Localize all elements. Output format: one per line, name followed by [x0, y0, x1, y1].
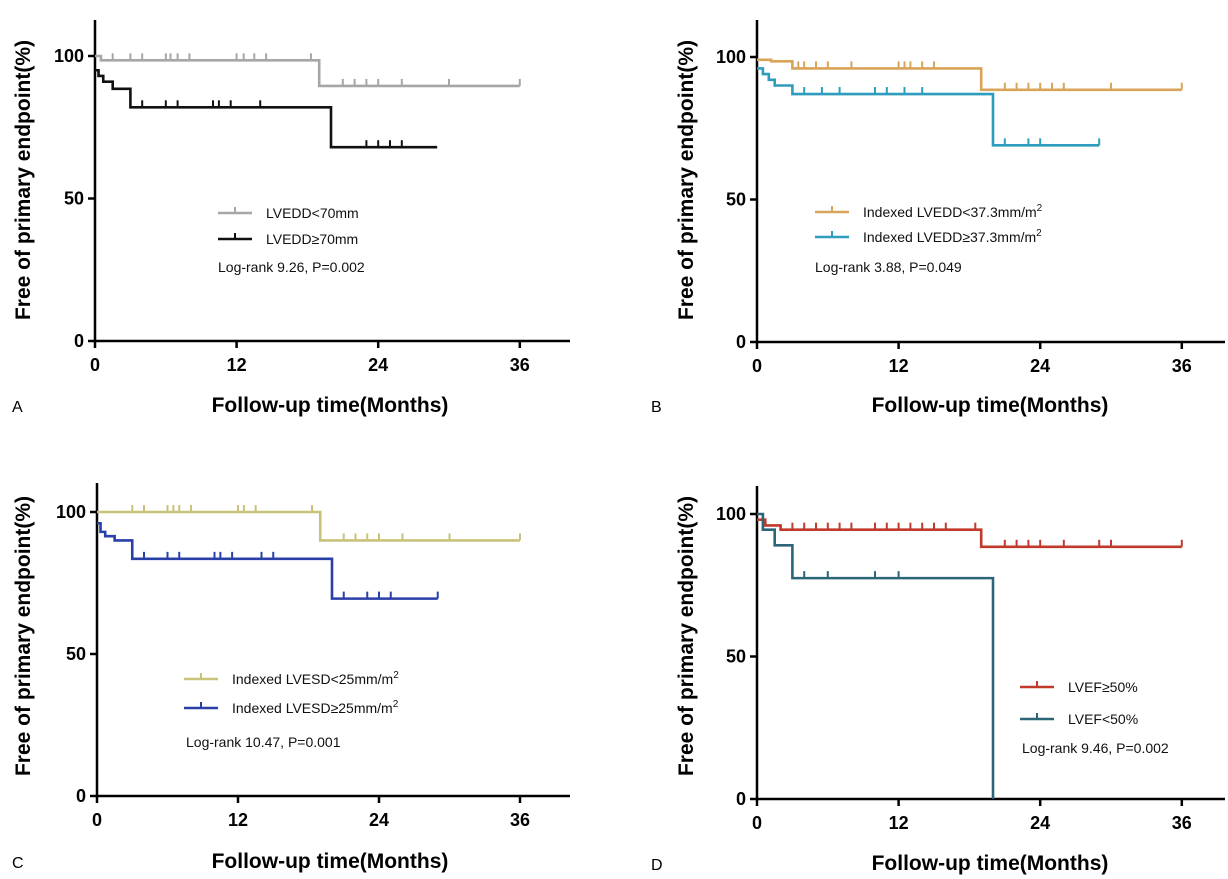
x-axis-title: Follow-up time(Months)	[872, 394, 1109, 417]
survival-step-line	[97, 522, 438, 600]
x-axis-title: Follow-up time(Months)	[872, 852, 1109, 875]
y-tick-label: 50	[66, 644, 86, 664]
series-1: Indexed LVESD<25mm/m2	[97, 505, 521, 687]
x-tick-label: 24	[369, 810, 389, 830]
panel-letter: A	[12, 399, 23, 416]
survival-step-line	[757, 512, 995, 799]
x-tick-label: 36	[1172, 356, 1192, 376]
panels: 0 50 100 0 12 24 36 Follow-up time(Months) Free …	[12, 20, 1225, 875]
survival-step-line	[757, 67, 1100, 147]
logrank-stat: Log-rank 9.46, P=0.002	[1022, 740, 1169, 756]
x-tick-label: 36	[510, 810, 530, 830]
x-tick-label: 36	[1172, 813, 1192, 833]
y-tick-label: 50	[64, 189, 84, 209]
y-tick-label: 0	[736, 332, 746, 352]
series-1: LVEF≥50%	[757, 518, 1183, 695]
x-tick-label: 0	[752, 813, 762, 833]
x-tick-label: 12	[889, 813, 909, 833]
series-1: Indexed LVEDD<37.3mm/m2	[757, 58, 1183, 220]
logrank-stat: Log-rank 10.47, P=0.001	[186, 734, 341, 750]
legend-label: Indexed LVEDD<37.3mm/m2	[863, 203, 1043, 220]
legend-label-superscript: 2	[1037, 203, 1043, 214]
legend-label: LVEDD≥70mm	[266, 231, 358, 247]
legend-label-superscript: 2	[393, 699, 399, 710]
logrank-stat: Log-rank 3.88, P=0.049	[815, 259, 962, 275]
series-2: LVEDD≥70mm	[95, 68, 438, 247]
series-2: Indexed LVEDD≥37.3mm/m2	[757, 67, 1101, 245]
panel-c: 0 50 100 0 12 24 36 Follow-up time(Months) Free …	[12, 483, 570, 873]
x-tick-label: 0	[752, 356, 762, 376]
survival-step-line	[95, 54, 520, 88]
logrank-stat: Log-rank 9.26, P=0.002	[218, 259, 365, 275]
legend-label: LVEF≥50%	[1068, 679, 1138, 695]
panel-letter: D	[651, 857, 663, 874]
x-tick-label: 24	[1030, 813, 1050, 833]
legend-label: Indexed LVESD≥25mm/m2	[232, 699, 399, 716]
legend-label-superscript: 2	[393, 670, 399, 681]
series-2: LVEF<50%	[757, 512, 1138, 799]
y-tick-label: 100	[54, 46, 84, 66]
y-tick-label: 50	[726, 647, 746, 667]
x-tick-label: 0	[92, 810, 102, 830]
x-tick-label: 0	[90, 355, 100, 375]
x-tick-label: 24	[368, 355, 388, 375]
legend-label: LVEF<50%	[1068, 711, 1138, 727]
x-tick-label: 36	[510, 355, 530, 375]
legend-label: Indexed LVESD<25mm/m2	[232, 670, 399, 687]
legend-label: Indexed LVEDD≥37.3mm/m2	[863, 228, 1042, 245]
x-tick-label: 12	[228, 810, 248, 830]
y-tick-label: 0	[76, 786, 86, 806]
legend-label-superscript: 2	[1036, 228, 1042, 239]
y-axis-title: Free of primary endpoint(%)	[675, 40, 698, 320]
survival-step-line	[757, 518, 1182, 549]
x-axis-title: Follow-up time(Months)	[212, 850, 449, 873]
panel-a: 0 50 100 0 12 24 36 Follow-up time(Months) Free …	[12, 20, 570, 417]
legend-label: LVEDD<70mm	[266, 205, 359, 221]
panel-d: 0 50 100 0 12 24 36 Follow-up time(Months) Free …	[651, 486, 1225, 875]
y-tick-label: 100	[716, 47, 746, 67]
y-axis-title: Free of primary endpoint(%)	[675, 496, 698, 776]
y-tick-label: 0	[736, 789, 746, 809]
y-axis-title: Free of primary endpoint(%)	[12, 496, 35, 776]
panel-letter: C	[12, 855, 24, 872]
survival-step-line	[97, 510, 520, 542]
y-tick-label: 50	[726, 190, 746, 210]
series-1: LVEDD<70mm	[95, 53, 521, 221]
y-tick-label: 0	[74, 331, 84, 351]
panel-b: 0 50 100 0 12 24 36 Follow-up time(Months) Free …	[651, 20, 1225, 417]
y-tick-label: 100	[716, 504, 746, 524]
x-tick-label: 12	[889, 356, 909, 376]
y-axis-title: Free of primary endpoint(%)	[12, 40, 35, 320]
series-2: Indexed LVESD≥25mm/m2	[97, 522, 439, 716]
survival-step-line	[95, 68, 438, 149]
x-tick-label: 24	[1030, 356, 1050, 376]
y-tick-label: 100	[56, 502, 86, 522]
panel-letter: B	[651, 399, 662, 416]
survival-step-line	[757, 58, 1182, 92]
x-tick-label: 12	[227, 355, 247, 375]
x-axis-title: Follow-up time(Months)	[212, 394, 449, 417]
